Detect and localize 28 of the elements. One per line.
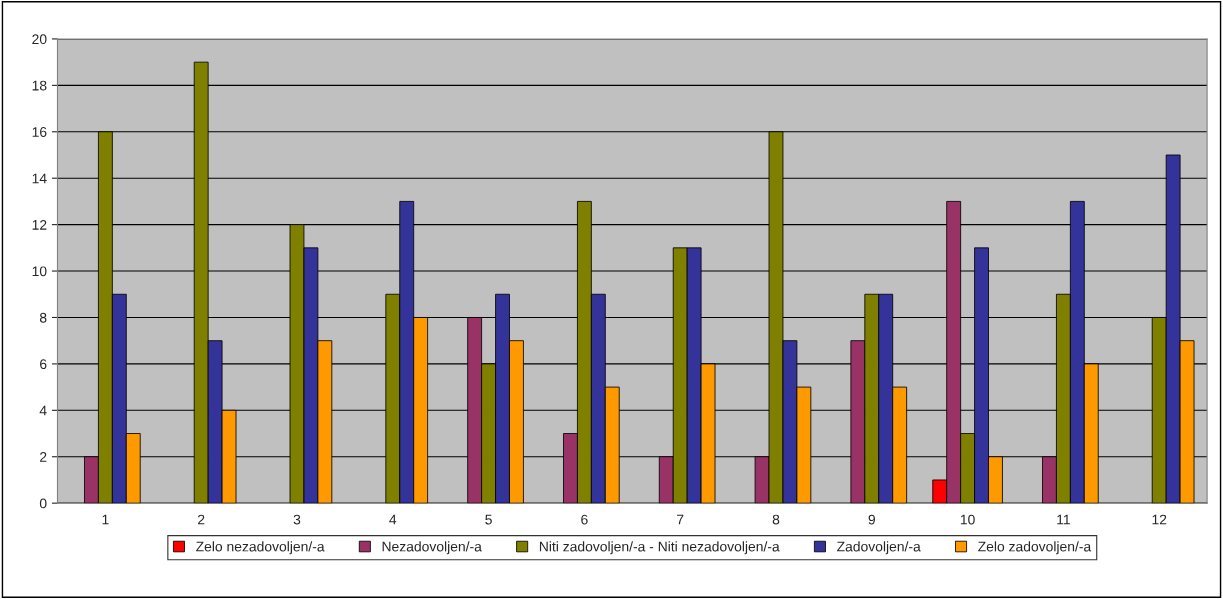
- y-tick-label: 6: [40, 359, 47, 370]
- y-tick-label: 20: [32, 34, 47, 45]
- x-tick-label: 4: [389, 514, 397, 525]
- y-tick-label: 16: [32, 127, 47, 137]
- x-tick-label: 12: [1152, 514, 1167, 525]
- y-tick-label: 10: [32, 266, 47, 277]
- y-tick-label: 8: [39, 312, 47, 323]
- x-tick-label: 1: [102, 514, 109, 525]
- x-tick-label: 5: [485, 514, 492, 525]
- y-tick-label: 4: [39, 405, 47, 416]
- legend-label: Nezadovoljen/-a: [382, 541, 482, 555]
- y-tick-label: 2: [40, 452, 47, 462]
- legend-label: Niti zadovoljen/-a - Niti nezadovoljen/-a: [539, 541, 780, 555]
- x-tick-label: 3: [293, 514, 301, 525]
- y-tick-label: 18: [32, 80, 47, 91]
- x-tick-label: 9: [868, 514, 875, 525]
- x-tick-label: 6: [581, 514, 588, 525]
- x-tick-label: 2: [198, 514, 205, 525]
- x-tick-label: 11: [1057, 514, 1070, 525]
- legend-label: Zelo nezadovoljen/-a: [196, 541, 325, 555]
- y-tick-label: 14: [32, 173, 47, 184]
- x-tick-label: 10: [960, 514, 975, 525]
- legend-label: Zadovoljen/-a: [837, 541, 921, 555]
- y-tick-label: 0: [39, 498, 47, 509]
- y-tick-label: 12: [32, 219, 47, 230]
- x-tick-label: 8: [772, 514, 780, 525]
- legend-label: Zelo zadovoljen/-a: [978, 541, 1092, 555]
- x-tick-label: 7: [677, 514, 684, 525]
